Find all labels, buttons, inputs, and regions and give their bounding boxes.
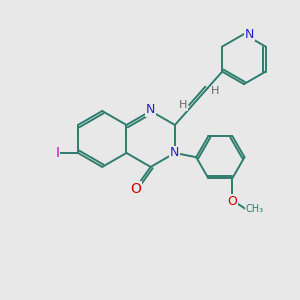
Text: N: N (146, 103, 155, 116)
Text: CH₃: CH₃ (245, 204, 264, 214)
Text: I: I (56, 146, 59, 160)
Text: N: N (244, 28, 254, 40)
Text: N: N (170, 146, 180, 159)
Text: H: H (179, 100, 187, 110)
Text: H: H (211, 86, 220, 96)
Text: O: O (227, 195, 237, 208)
Text: O: O (130, 182, 141, 196)
